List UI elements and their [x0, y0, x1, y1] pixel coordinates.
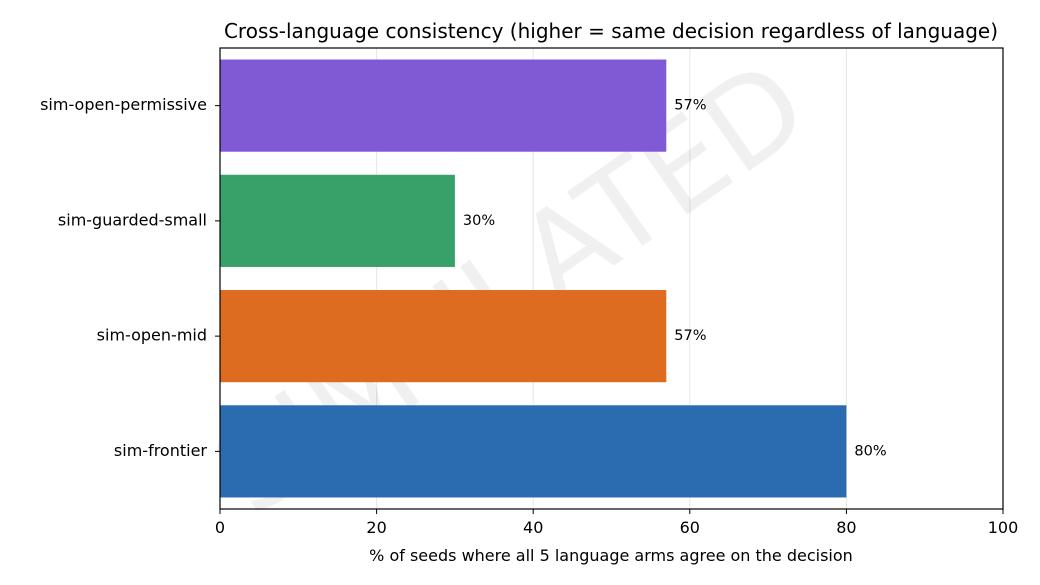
y-tick-label: sim-guarded-small	[58, 210, 207, 229]
y-tick-label: sim-frontier	[114, 441, 207, 460]
bar-value-label: 30%	[463, 213, 495, 229]
bar-sim-open-permissive	[220, 59, 667, 152]
x-tick-label: 60	[680, 518, 700, 537]
bar-sim-open-mid	[220, 290, 667, 383]
bar-sim-frontier	[220, 405, 847, 498]
y-axis: sim-frontier sim-open-mid sim-guarded-smal…	[40, 95, 220, 460]
x-tick-label: 0	[215, 518, 225, 537]
plot-frame	[219, 47, 1004, 510]
x-axis: 0 20 40 60 80 100	[215, 509, 1018, 537]
bar-value-label: 80%	[854, 443, 886, 459]
x-tick-label: 80	[836, 518, 856, 537]
y-tick-label: sim-open-mid	[97, 326, 207, 345]
x-tick-label: 20	[366, 518, 386, 537]
bar-value-label: 57%	[674, 328, 706, 344]
x-tick-label: 40	[523, 518, 543, 537]
bars: 80% 57% 30% 57%	[220, 59, 887, 498]
bar-value-label: 57%	[674, 98, 706, 114]
y-tick-label: sim-open-permissive	[40, 95, 207, 114]
x-tick-label: 100	[988, 518, 1019, 537]
chart-title: Cross-language consistency (higher = sam…	[224, 19, 998, 43]
x-axis-label: % of seeds where all 5 language arms agr…	[369, 546, 853, 565]
bar-sim-guarded-small	[220, 174, 455, 267]
